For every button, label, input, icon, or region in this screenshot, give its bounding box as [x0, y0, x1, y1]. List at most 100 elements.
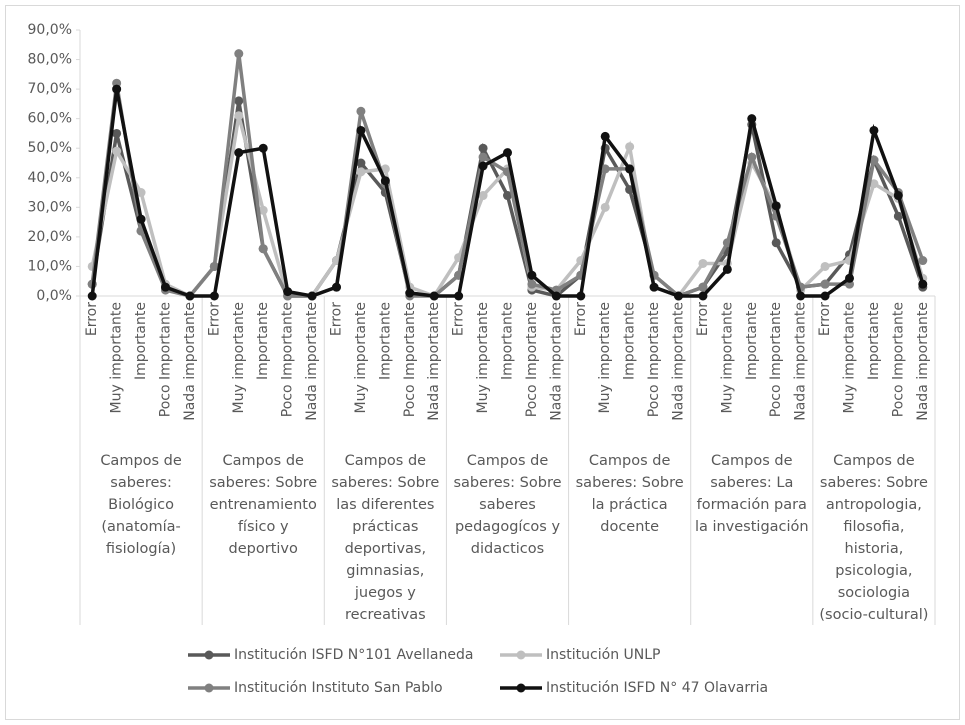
x-tick-label: Error	[329, 302, 345, 336]
y-tick-label: 20,0%	[28, 229, 72, 245]
marker	[527, 279, 537, 289]
marker	[698, 282, 708, 292]
x-tick-label: Importante	[377, 302, 393, 380]
marker	[136, 188, 146, 198]
marker	[869, 125, 879, 135]
x-tick-label: Error	[817, 302, 833, 336]
marker	[332, 282, 341, 292]
group-label: Campos de saberes: Biológico (anatomía-f…	[100, 453, 182, 557]
x-tick-label: Nada importante	[671, 302, 687, 421]
marker	[820, 261, 830, 271]
marker	[283, 287, 293, 297]
marker	[234, 148, 244, 158]
marker	[649, 282, 659, 292]
marker	[600, 164, 610, 174]
marker	[234, 96, 244, 106]
marker	[625, 164, 635, 174]
marker	[112, 146, 122, 156]
marker	[478, 143, 488, 153]
marker	[161, 282, 170, 292]
marker	[405, 288, 415, 298]
legend-marker	[516, 650, 526, 660]
x-tick-label: Error	[695, 302, 711, 336]
x-tick-label: Importante	[744, 302, 760, 380]
y-tick-label: 80,0%	[28, 52, 72, 68]
marker	[771, 201, 781, 211]
x-tick-label: Muy importante	[231, 302, 247, 413]
y-tick-label: 70,0%	[28, 81, 72, 97]
x-tick-label: Muy importante	[719, 302, 735, 413]
marker	[893, 191, 903, 201]
marker	[747, 152, 757, 162]
marker	[845, 273, 854, 283]
marker	[258, 205, 268, 215]
marker	[893, 211, 903, 221]
marker	[918, 279, 928, 289]
x-tick-label: Poco Importante	[646, 302, 662, 417]
marker	[722, 264, 732, 274]
y-tick-label: 10,0%	[28, 258, 72, 274]
x-tick-label: Nada importante	[915, 302, 931, 421]
marker	[625, 142, 635, 152]
marker	[87, 291, 97, 301]
legend-label: Institución ISFD N° 47 Olavarria	[546, 680, 768, 696]
marker	[136, 214, 146, 224]
group-label: Campos de saberes: Sobre la práctica doc…	[575, 453, 684, 535]
legend-marker	[204, 650, 214, 660]
frame	[5, 5, 960, 720]
x-tick-label: Error	[451, 302, 467, 336]
marker	[869, 155, 879, 165]
marker	[600, 131, 610, 141]
marker	[698, 258, 708, 268]
y-tick-label: 0,0%	[36, 288, 72, 304]
x-tick-label: Poco Importante	[768, 302, 784, 417]
marker	[234, 49, 244, 59]
x-tick-label: Muy importante	[353, 302, 369, 413]
x-tick-label: Importante	[133, 302, 149, 380]
x-tick-label: Muy importante	[842, 302, 858, 413]
marker	[380, 176, 390, 186]
marker	[478, 191, 488, 201]
group-label: Campos de saberes: Sobre las diferentes …	[331, 453, 440, 623]
marker	[112, 84, 122, 94]
x-tick-label: Poco Importante	[280, 302, 296, 417]
marker	[796, 291, 806, 301]
legend-marker	[516, 683, 526, 693]
y-tick-label: 50,0%	[28, 140, 72, 156]
marker	[820, 291, 830, 301]
marker	[747, 114, 757, 124]
marker	[478, 152, 488, 162]
x-tick-label: Poco Importante	[890, 302, 906, 417]
marker	[918, 256, 928, 266]
marker	[209, 291, 219, 301]
marker	[258, 244, 268, 254]
y-tick-label: 40,0%	[28, 170, 72, 186]
legend-label: Institución ISFD N°101 Avellaneda	[234, 647, 473, 663]
marker	[429, 291, 439, 301]
x-tick-label: Importante	[500, 302, 516, 380]
marker	[454, 291, 464, 301]
marker	[234, 111, 244, 121]
y-tick-label: 30,0%	[28, 199, 72, 215]
x-tick-label: Error	[206, 302, 222, 336]
x-tick-label: Error	[573, 302, 589, 336]
x-tick-label: Importante	[866, 302, 882, 380]
x-tick-label: Nada importante	[793, 302, 809, 421]
marker	[869, 179, 879, 189]
group-label: Campos de saberes: Sobre saberes pedagog…	[453, 453, 562, 557]
x-tick-label: Poco Importante	[158, 302, 174, 417]
marker	[600, 202, 610, 212]
marker	[209, 261, 219, 271]
legend-marker	[204, 683, 214, 693]
marker	[698, 291, 708, 301]
marker	[356, 167, 366, 177]
marker	[356, 106, 366, 116]
x-tick-label: Importante	[255, 302, 271, 380]
legend-label: Institución UNLP	[546, 647, 660, 663]
x-tick-label: Nada importante	[548, 302, 564, 421]
x-tick-label: Poco Importante	[524, 302, 540, 417]
x-tick-label: Nada importante	[182, 302, 198, 421]
marker	[258, 143, 268, 153]
x-tick-label: Error	[84, 302, 100, 336]
